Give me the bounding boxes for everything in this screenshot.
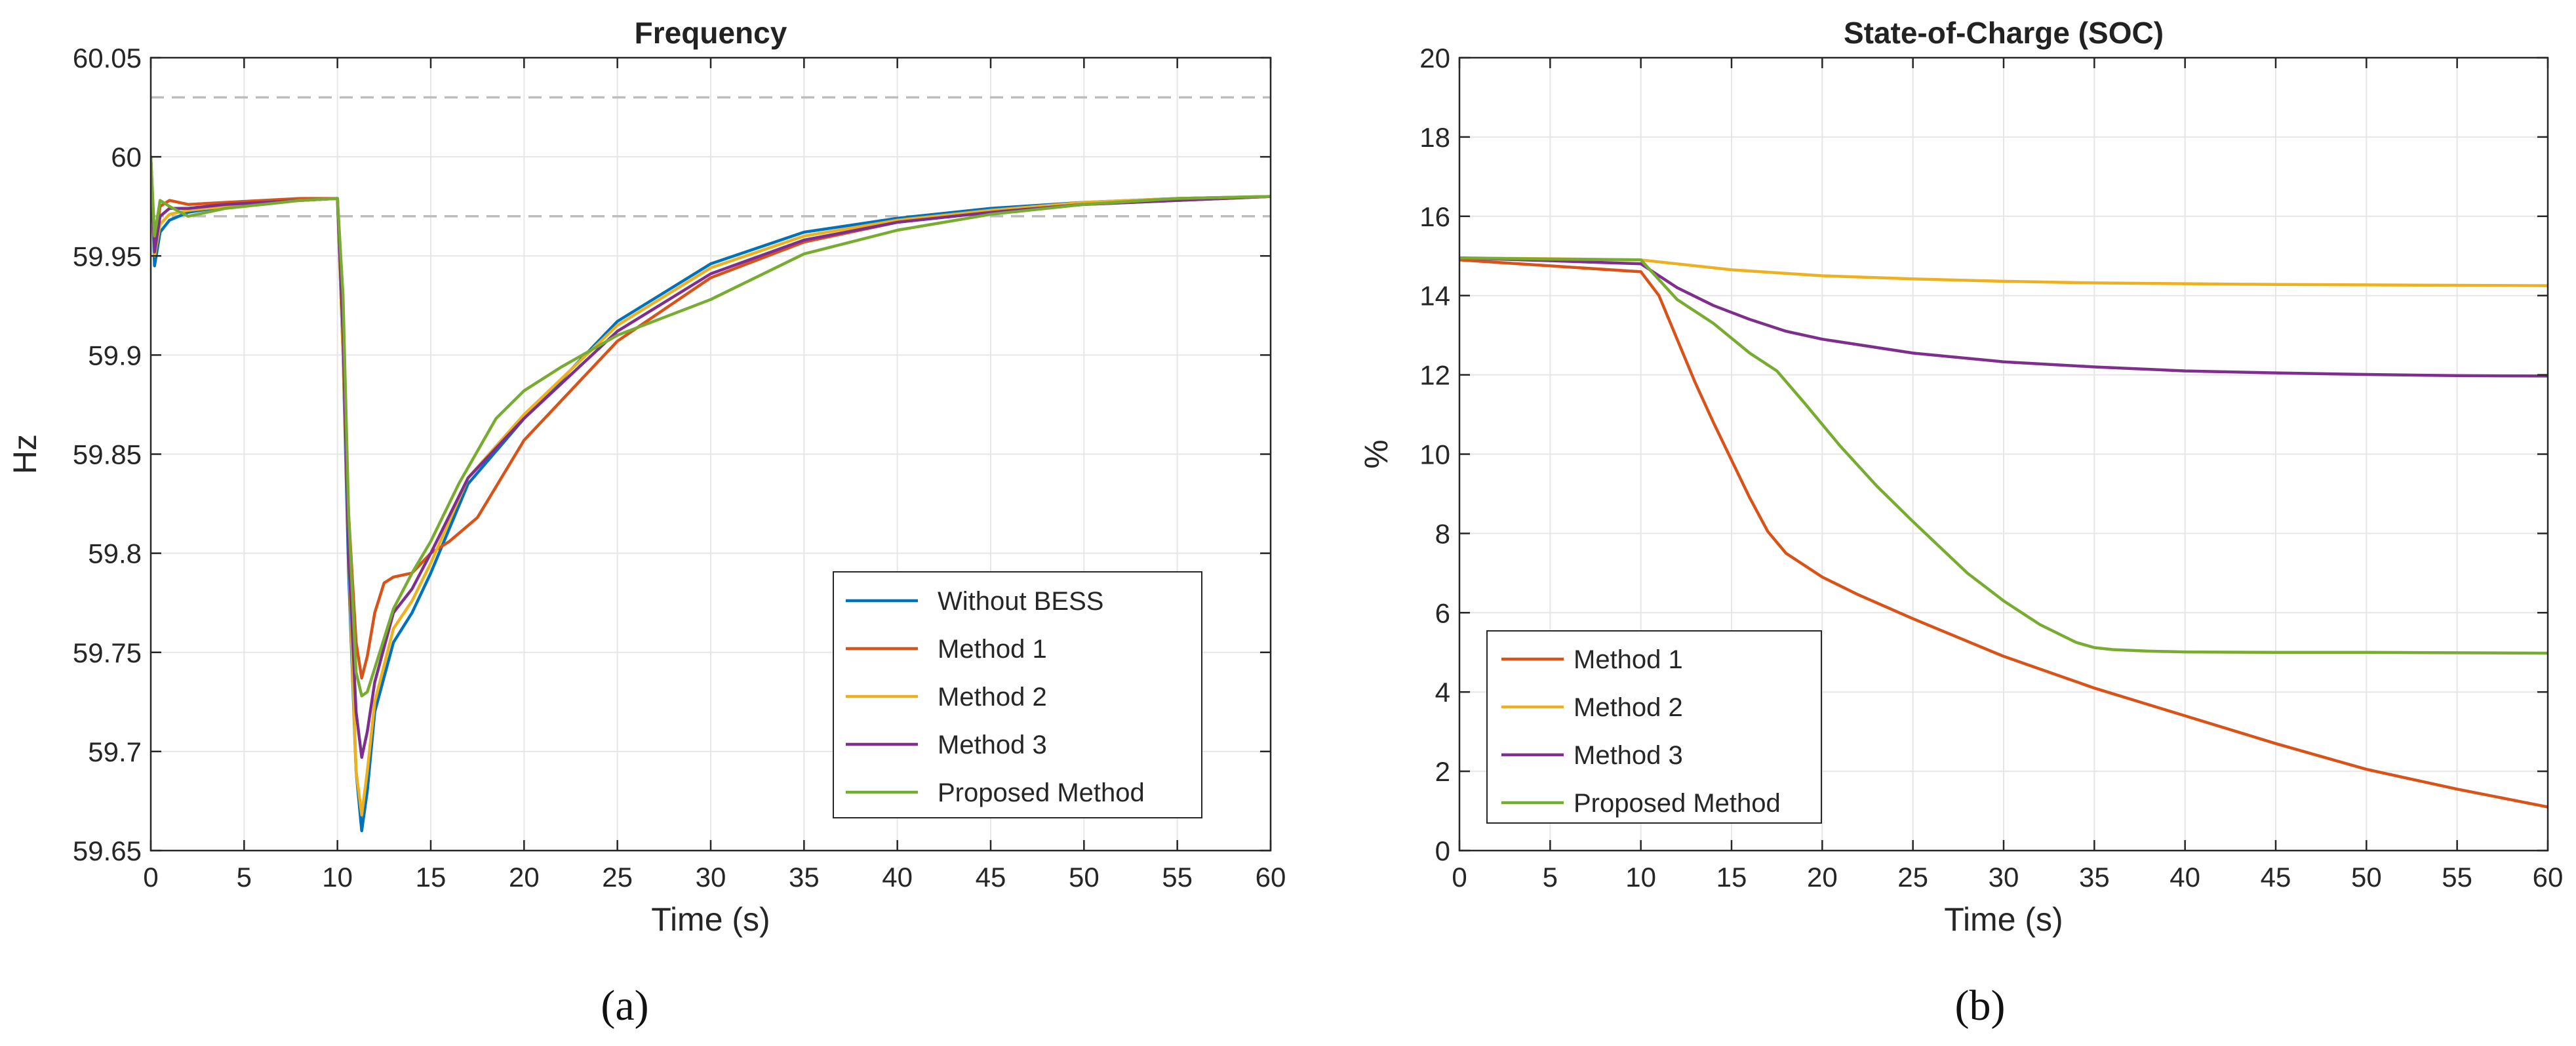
panel-caption: (b) [1955, 982, 2006, 1030]
y-tick-label: 10 [1419, 439, 1450, 470]
x-tick-label: 35 [2079, 862, 2110, 893]
y-axis-label: Hz [7, 434, 43, 474]
series-line-proposed-method [151, 155, 1271, 698]
legend-box [833, 571, 1202, 818]
x-tick-label: 30 [1989, 862, 2019, 893]
y-tick-label: 20 [1419, 43, 1450, 73]
series-line-method-1 [1459, 258, 2548, 809]
x-tick-label: 60 [2533, 862, 2564, 893]
x-tick-label: 15 [1716, 862, 1747, 893]
series-line-method-3 [151, 155, 1271, 759]
series-line-method-2 [1459, 256, 2548, 287]
frequency-chart: 0 5 10 15 20 25 30 35 40 45 50 55 60 59.65 59.7 59.75 59… [7, 16, 1286, 1030]
legend-label: Proposed Method [1574, 789, 1781, 818]
x-tick-label: 45 [976, 862, 1006, 893]
x-tick-label: 20 [1807, 862, 1838, 893]
x-tick-label: 10 [322, 862, 353, 893]
y-tick-label: 59.8 [88, 538, 142, 569]
legend-box [1486, 630, 1822, 824]
x-tick-label: 40 [2170, 862, 2200, 893]
y-tick-label: 60 [111, 142, 142, 172]
x-axis-label: Time (s) [1944, 901, 2063, 938]
y-tick-label: 4 [1435, 677, 1450, 708]
y-tick-label: 12 [1419, 360, 1450, 391]
series-line-proposed-method [1459, 256, 2548, 655]
legend: Without BESS Method 1 Method 2 Method 3 Prop… [833, 571, 1202, 818]
y-tick-label: 16 [1419, 201, 1450, 232]
legend-label: Proposed Method [938, 778, 1145, 807]
series-group [1459, 256, 2548, 809]
y-tick-label: 59.65 [73, 835, 142, 866]
legend-label: Method 2 [1574, 693, 1683, 722]
y-tick-label: 59.9 [88, 340, 142, 371]
x-tick-label: 55 [2442, 862, 2472, 893]
panel-caption: (a) [601, 982, 648, 1030]
x-tick-label: 45 [2261, 862, 2291, 893]
series-group [151, 155, 1271, 833]
series-line-method-2 [151, 155, 1271, 816]
y-axis-label: % [1358, 439, 1395, 468]
x-tick-label: 30 [696, 862, 726, 893]
x-tick-label: 50 [1069, 862, 1100, 893]
y-tick-label: 60.05 [73, 43, 142, 73]
x-tick-label: 40 [882, 862, 913, 893]
chart-title: Frequency [635, 16, 787, 50]
y-tick-label: 0 [1435, 835, 1450, 866]
x-tick-label: 20 [509, 862, 540, 893]
legend-label: Method 3 [1574, 741, 1683, 770]
y-tick-label: 59.7 [88, 736, 142, 767]
y-tick-label: 8 [1435, 518, 1450, 549]
y-tick-label: 6 [1435, 597, 1450, 628]
x-tick-label: 0 [143, 862, 158, 893]
x-tick-label: 55 [1162, 862, 1193, 893]
y-tick-label: 59.85 [73, 439, 142, 470]
legend: Method 1 Method 2 Method 3 Proposed Method [1486, 630, 1822, 824]
y-tick-label: 18 [1419, 122, 1450, 153]
series-line-method-1 [151, 155, 1271, 680]
legend-label: Method 1 [938, 635, 1047, 664]
x-tick-label: 15 [416, 862, 446, 893]
chart-title: State-of-Charge (SOC) [1844, 16, 2164, 50]
y-tick-label: 59.75 [73, 637, 142, 668]
x-tick-label: 5 [1543, 862, 1558, 893]
x-tick-label: 25 [1897, 862, 1928, 893]
y-tick-label: 14 [1419, 281, 1450, 312]
legend-label: Method 2 [938, 683, 1047, 712]
legend-label: Method 3 [938, 731, 1047, 759]
x-tick-label: 25 [602, 862, 633, 893]
x-tick-label: 0 [1452, 862, 1467, 893]
x-tick-label: 50 [2351, 862, 2382, 893]
x-tick-label: 35 [789, 862, 820, 893]
legend-label: Without BESS [938, 587, 1103, 616]
x-tick-label: 60 [1256, 862, 1286, 893]
x-tick-label: 10 [1625, 862, 1656, 893]
x-axis-label: Time (s) [651, 901, 770, 938]
x-tick-label: 5 [237, 862, 252, 893]
y-tick-label: 59.95 [73, 241, 142, 272]
soc-chart: 0 5 10 15 20 25 30 35 40 45 50 55 60 0 2 4 6 8 10 12 14 16 18 2… [1358, 16, 2563, 1030]
y-tick-label: 2 [1435, 756, 1450, 787]
legend-label: Method 1 [1574, 645, 1683, 674]
